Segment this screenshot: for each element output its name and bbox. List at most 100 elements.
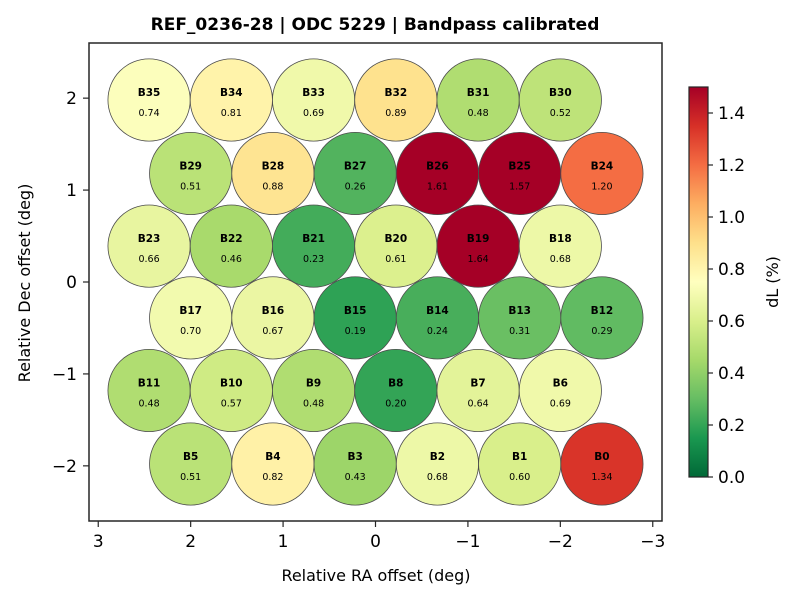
beam-value: 0.52	[550, 108, 571, 119]
beam-value: 0.70	[180, 326, 201, 337]
beam-label: B0	[594, 451, 609, 463]
beam-label: B9	[306, 377, 321, 389]
beam-label: B24	[591, 161, 614, 173]
beam-label: B7	[470, 377, 485, 389]
beam-circle	[518, 58, 602, 142]
beam-b19: B19 1.64	[436, 204, 520, 288]
beam-b10: B10 0.57	[189, 348, 273, 432]
beam-b23: B23 0.66	[107, 204, 191, 288]
beam-circle	[313, 132, 397, 216]
y-tick-label: −1	[52, 365, 77, 385]
beam-b8: B8 0.20	[354, 348, 438, 432]
beam-circle	[313, 422, 397, 506]
beam-b26: B26 1.61	[395, 132, 479, 216]
beam-value: 0.57	[221, 398, 242, 409]
beam-value: 0.46	[221, 254, 242, 265]
beam-label: B33	[302, 87, 325, 99]
x-tick-label: 1	[278, 532, 289, 552]
beam-b35: B35 0.74	[107, 58, 191, 142]
beam-circle	[231, 422, 315, 506]
colorbar-ticks: 0.0 0.2 0.4 0.6 0.8 1.0 1.2 1.4	[708, 104, 745, 488]
beam-label: B12	[591, 305, 614, 317]
beam-label: B4	[265, 451, 280, 463]
beam-label: B18	[549, 233, 572, 245]
beam-circle	[518, 204, 602, 288]
beam-value: 1.57	[509, 182, 530, 193]
beam-label: B13	[508, 305, 531, 317]
beam-label: B2	[430, 451, 445, 463]
beam-value: 0.89	[385, 108, 406, 119]
x-tick-label: −2	[548, 532, 573, 552]
beam-value: 0.68	[550, 254, 571, 265]
beam-value: 0.51	[180, 182, 201, 193]
beam-label: B25	[508, 161, 531, 173]
beam-circle	[478, 132, 562, 216]
beam-b9: B9 0.48	[272, 348, 356, 432]
beam-b17: B17 0.70	[149, 276, 233, 360]
beam-value: 0.19	[345, 326, 366, 337]
beam-value: 0.68	[427, 472, 448, 483]
y-tick-label: 1	[66, 181, 77, 201]
beam-b33: B33 0.69	[272, 58, 356, 142]
beam-value: 1.64	[468, 254, 489, 265]
beam-circle	[149, 422, 233, 506]
beam-circle	[231, 276, 315, 360]
beam-label: B29	[179, 161, 202, 173]
y-tick-label: −2	[52, 457, 77, 477]
y-tick-label: 2	[66, 89, 77, 109]
beam-b30: B30 0.52	[518, 58, 602, 142]
beam-label: B16	[262, 305, 285, 317]
beam-circle	[149, 132, 233, 216]
beam-circle	[354, 348, 438, 432]
beam-circle	[272, 204, 356, 288]
beam-circle	[560, 422, 644, 506]
beam-circle	[478, 422, 562, 506]
x-tick-label: −3	[640, 532, 665, 552]
beam-b31: B31 0.48	[436, 58, 520, 142]
beam-value: 1.34	[591, 472, 612, 483]
beam-value: 0.69	[550, 398, 571, 409]
beam-circle	[518, 348, 602, 432]
beam-value: 1.61	[427, 182, 448, 193]
beam-circle	[560, 132, 644, 216]
beam-label: B6	[553, 377, 568, 389]
colorbar-tick-label: 0.8	[718, 260, 745, 280]
beam-b25: B25 1.57	[478, 132, 562, 216]
beam-label: B19	[467, 233, 490, 245]
beam-label: B32	[385, 87, 408, 99]
x-tick-label: 2	[185, 532, 196, 552]
beam-label: B35	[138, 87, 161, 99]
beam-value: 0.88	[262, 182, 283, 193]
beam-value: 0.66	[138, 254, 159, 265]
beam-label: B23	[138, 233, 161, 245]
beam-b3: B3 0.43	[313, 422, 397, 506]
beam-b22: B22 0.46	[189, 204, 273, 288]
beam-label: B15	[344, 305, 367, 317]
beam-b5: B5 0.51	[149, 422, 233, 506]
beam-label: B10	[220, 377, 243, 389]
colorbar-label: dL (%)	[763, 256, 782, 308]
beam-b24: B24 1.20	[560, 132, 644, 216]
beam-label: B14	[426, 305, 449, 317]
beam-circle	[395, 132, 479, 216]
beam-b18: B18 0.68	[518, 204, 602, 288]
beam-b11: B11 0.48	[107, 348, 191, 432]
beam-value: 0.29	[591, 326, 612, 337]
beam-circle	[560, 276, 644, 360]
beam-value: 0.67	[262, 326, 283, 337]
y-axis: 2 1 0 −1 −2	[52, 89, 89, 477]
x-tick-label: −1	[455, 532, 480, 552]
beam-value: 0.61	[385, 254, 406, 265]
beam-circle	[395, 276, 479, 360]
beam-b21: B21 0.23	[272, 204, 356, 288]
beam-value: 0.23	[303, 254, 324, 265]
colorbar: 0.0 0.2 0.4 0.6 0.8 1.0 1.2 1.4 dL (%)	[688, 86, 782, 488]
colorbar-tick-label: 1.2	[718, 156, 745, 176]
x-tick-label: 3	[93, 532, 104, 552]
chart-title: REF_0236-28 | ODC 5229 | Bandpass calibr…	[151, 15, 600, 35]
beam-label: B34	[220, 87, 243, 99]
beam-label: B11	[138, 377, 161, 389]
beam-circle	[107, 348, 191, 432]
beam-label: B22	[220, 233, 243, 245]
